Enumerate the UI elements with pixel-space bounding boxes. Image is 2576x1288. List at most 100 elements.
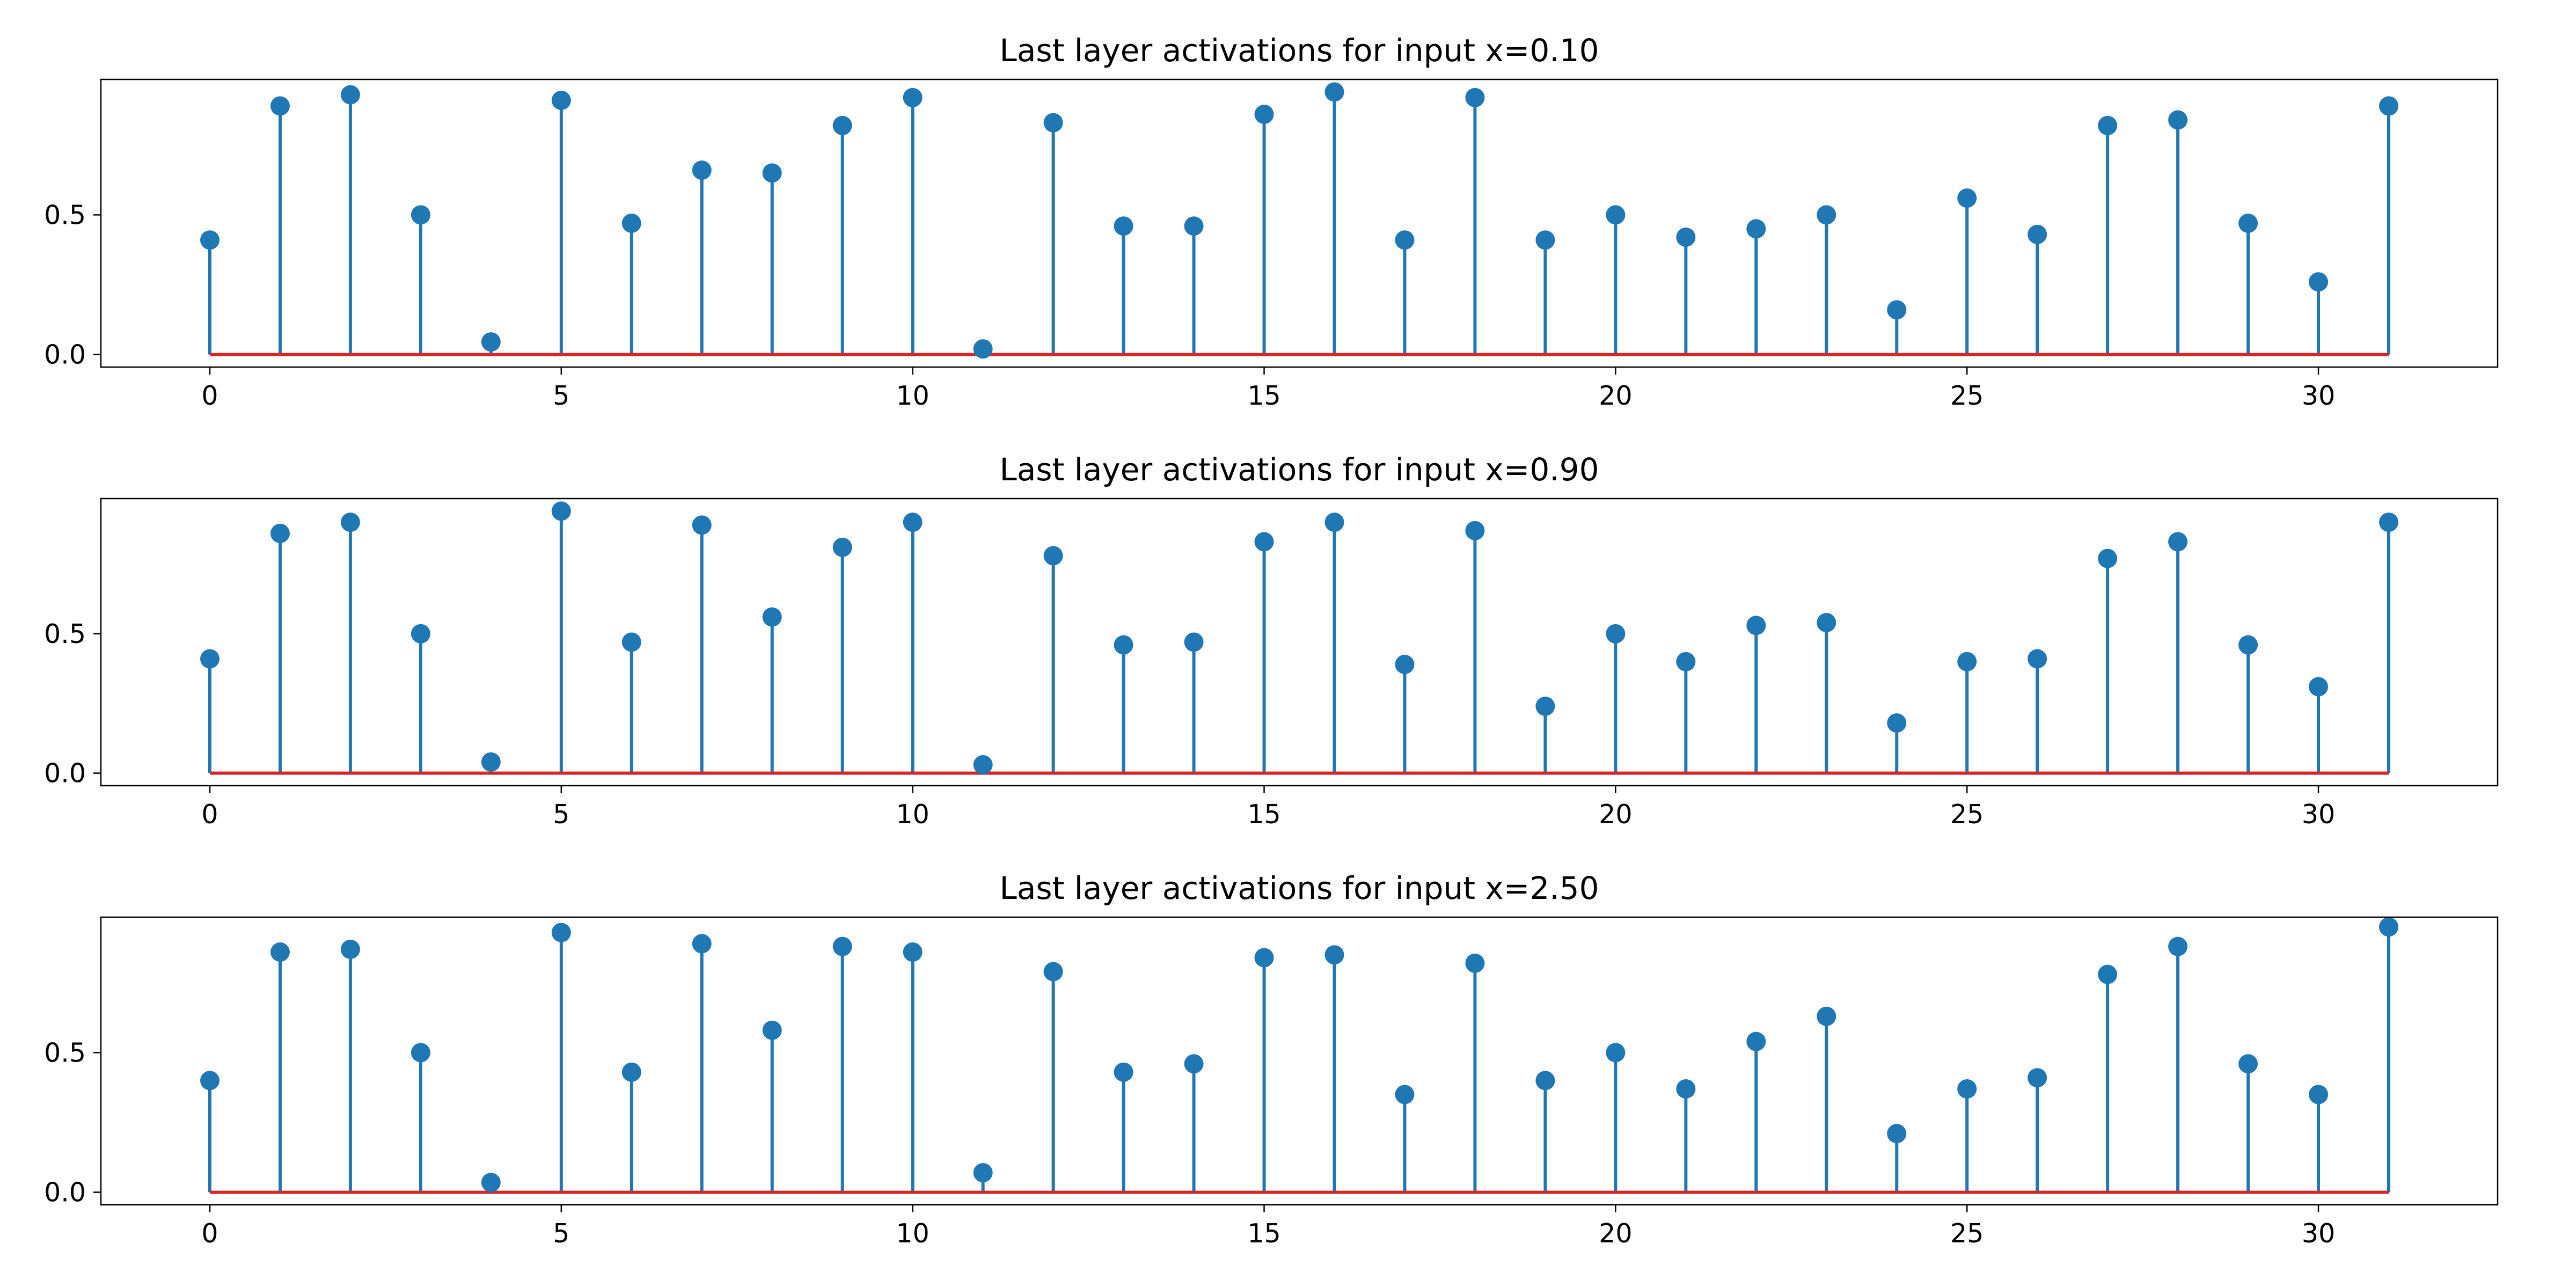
data-point: [2098, 115, 2118, 135]
data-point: [762, 607, 782, 627]
data-point: [200, 649, 219, 669]
data-point: [2028, 1068, 2047, 1088]
data-point: [903, 87, 923, 107]
data-point: [1676, 652, 1696, 671]
axes-frame: [100, 497, 2499, 787]
x-tick-label: 10: [896, 1218, 929, 1249]
x-tick-label: 30: [2302, 1218, 2335, 1249]
data-point: [1606, 205, 1626, 225]
data-point: [551, 91, 571, 111]
x-tick-label: 0: [201, 1218, 218, 1249]
data-point: [1957, 1079, 1977, 1099]
subplot-2: Last layer activations for input x=0.90 0…: [44, 451, 2499, 830]
data-point: [200, 230, 219, 250]
subplot-3: Last layer activations for input x=2.50 0…: [44, 870, 2499, 1249]
data-point: [2168, 110, 2188, 130]
x-tick-label: 0: [201, 380, 218, 411]
x-tick-label: 15: [1247, 380, 1280, 411]
x-tick-label: 30: [2302, 799, 2335, 830]
x-tick-label: 15: [1247, 799, 1280, 830]
x-tick-label: 15: [1247, 1218, 1280, 1249]
data-point: [481, 332, 501, 352]
data-point: [1395, 1085, 1415, 1104]
data-point: [692, 515, 712, 535]
data-point: [270, 96, 290, 116]
data-point: [973, 339, 993, 359]
axes-frame: [100, 78, 2499, 368]
data-point: [2098, 548, 2118, 568]
data-point: [2098, 964, 2118, 984]
data-point: [903, 942, 923, 962]
x-tick-label: 20: [1599, 380, 1632, 411]
data-point: [1465, 953, 1485, 973]
y-tick-label: 0.0: [44, 1177, 86, 1208]
data-point: [411, 624, 430, 643]
data-point: [2028, 649, 2047, 669]
data-point: [1957, 652, 1977, 671]
data-point: [2168, 936, 2188, 956]
data-point: [1324, 513, 1344, 532]
data-point: [762, 163, 782, 183]
chart-title: Last layer activations for input x=0.10: [1000, 32, 1599, 69]
data-point: [2238, 214, 2258, 233]
data-point: [1887, 300, 1907, 320]
data-point: [973, 755, 993, 775]
data-point: [1395, 230, 1415, 250]
y-tick-label: 0.0: [44, 340, 86, 370]
data-point: [2309, 272, 2329, 292]
data-point: [2379, 96, 2398, 116]
data-point: [2028, 224, 2047, 244]
axes-frame: [100, 916, 2499, 1206]
data-point: [200, 1071, 219, 1091]
data-point: [1817, 205, 1836, 225]
x-tick-label: 30: [2302, 380, 2335, 411]
data-point: [1324, 945, 1344, 965]
data-point: [1746, 616, 1766, 635]
data-point: [481, 752, 501, 772]
data-point: [1606, 624, 1626, 643]
x-tick-label: 10: [896, 799, 929, 830]
data-point: [692, 160, 712, 180]
x-tick-label: 5: [553, 799, 569, 830]
data-point: [411, 205, 430, 225]
data-point: [2309, 1085, 2329, 1104]
data-point: [832, 115, 852, 135]
data-point: [1817, 1006, 1836, 1026]
data-point: [2238, 1054, 2258, 1074]
x-tick-label: 20: [1599, 1218, 1632, 1249]
data-point: [411, 1043, 430, 1063]
data-point: [1043, 962, 1063, 982]
y-tick-label: 0.5: [44, 200, 86, 230]
data-point: [621, 632, 641, 652]
data-point: [1114, 1062, 1133, 1082]
data-point: [1465, 521, 1485, 540]
data-point: [832, 936, 852, 956]
data-point: [270, 942, 290, 962]
data-point: [1535, 1071, 1555, 1091]
data-point: [973, 1163, 993, 1183]
data-point: [1676, 228, 1696, 247]
data-point: [903, 513, 923, 532]
data-point: [481, 1173, 501, 1192]
data-point: [1114, 635, 1133, 655]
x-tick-label: 5: [553, 380, 569, 411]
data-point: [1184, 1054, 1204, 1074]
data-point: [2309, 677, 2329, 697]
data-point: [621, 214, 641, 233]
data-point: [1043, 546, 1063, 566]
data-point: [1606, 1043, 1626, 1063]
data-point: [2379, 917, 2398, 937]
data-point: [1535, 230, 1555, 250]
data-point: [340, 513, 360, 532]
data-point: [621, 1062, 641, 1082]
x-tick-label: 10: [896, 380, 929, 411]
data-point: [270, 523, 290, 543]
data-point: [1254, 105, 1274, 125]
data-point: [1676, 1079, 1696, 1099]
y-tick-label: 0.0: [44, 758, 86, 789]
data-point: [551, 923, 571, 942]
data-point: [1184, 216, 1204, 236]
data-point: [1184, 632, 1204, 652]
data-point: [1043, 113, 1063, 133]
x-tick-label: 25: [1950, 1218, 1984, 1249]
